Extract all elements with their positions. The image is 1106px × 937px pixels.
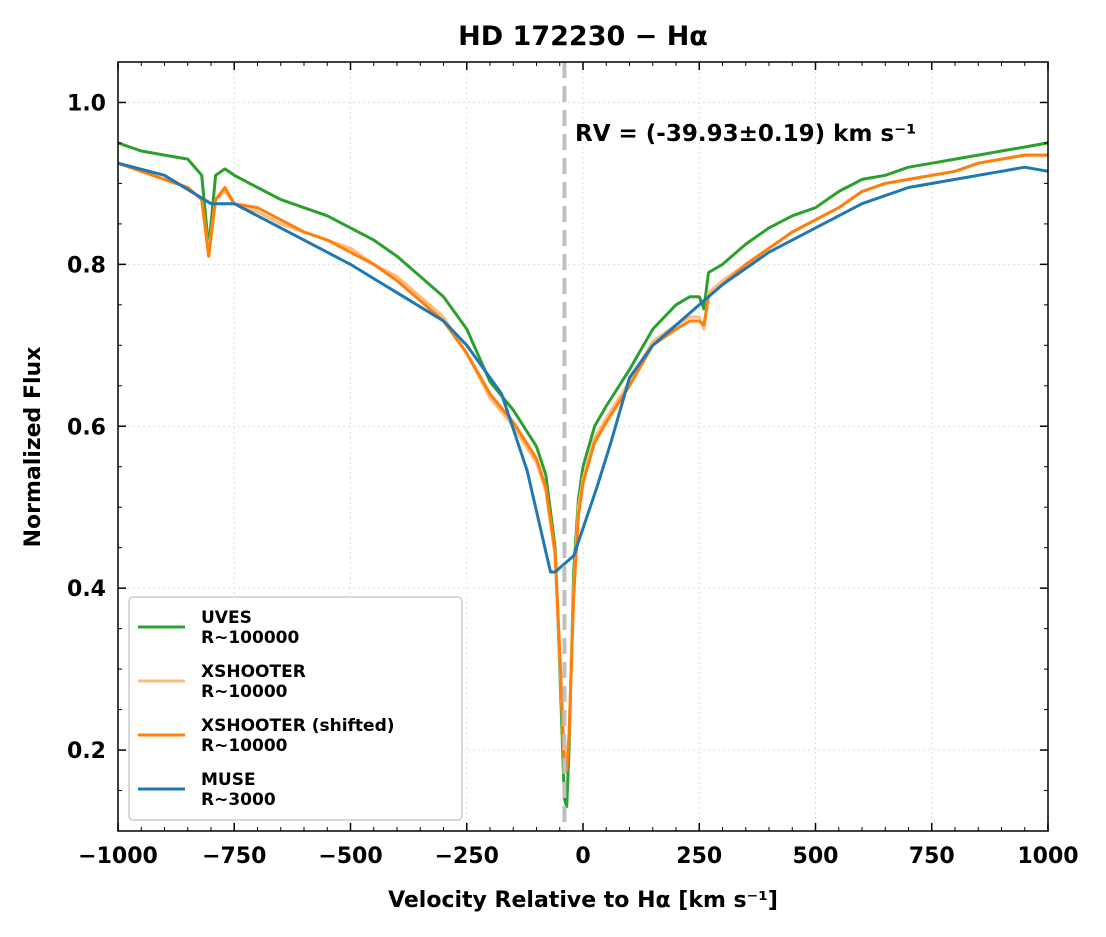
y-tick-label: 1.0 — [67, 91, 106, 116]
chart-title: HD 172230 − Hα — [458, 21, 708, 52]
legend-series-resolution: R~10000 — [201, 682, 288, 702]
series-line-xshooter-shifted — [117, 153, 1048, 772]
legend-box — [128, 596, 463, 821]
x-tick-label: −250 — [435, 844, 499, 869]
legend-series-resolution: R~10000 — [201, 736, 288, 756]
y-tick-label: 0.6 — [67, 415, 106, 440]
legend-series-name: UVES — [201, 608, 252, 628]
x-tick-label: 750 — [909, 844, 955, 869]
legend-series-resolution: R~100000 — [201, 628, 299, 648]
x-tick-label: −750 — [202, 844, 266, 869]
x-tick-label: −500 — [318, 844, 382, 869]
y-tick-label: 0.2 — [67, 739, 106, 764]
legend-series-name: XSHOOTER (shifted) — [201, 716, 395, 736]
y-tick-label: 0.4 — [67, 577, 106, 602]
legend-series-resolution: R~3000 — [201, 790, 276, 810]
x-tick-label: 250 — [676, 844, 722, 869]
y-axis-label: Normalized Flux — [21, 347, 46, 548]
legend-series-name: XSHOOTER — [201, 662, 306, 682]
x-tick-label: 500 — [793, 844, 839, 869]
legend-series-name: MUSE — [201, 770, 256, 790]
x-tick-label: 1000 — [1017, 844, 1078, 869]
x-tick-label: 0 — [575, 844, 590, 869]
x-axis-label: Velocity Relative to Hα [km s⁻¹] — [388, 888, 778, 913]
series-lines — [117, 141, 1049, 809]
x-tick-labels: −1000 −750 −500 −250 0 250 500 750 1000 — [78, 844, 1078, 869]
series-line-muse — [117, 161, 1049, 574]
y-tick-labels: 0.2 0.4 0.6 0.8 1.0 — [67, 91, 106, 764]
x-tick-label: −1000 — [78, 844, 158, 869]
rv-annotation: RV = (-39.93±0.19) km s⁻¹ — [575, 121, 916, 147]
y-tick-label: 0.8 — [67, 253, 106, 278]
axis-ticks — [117, 62, 1049, 831]
